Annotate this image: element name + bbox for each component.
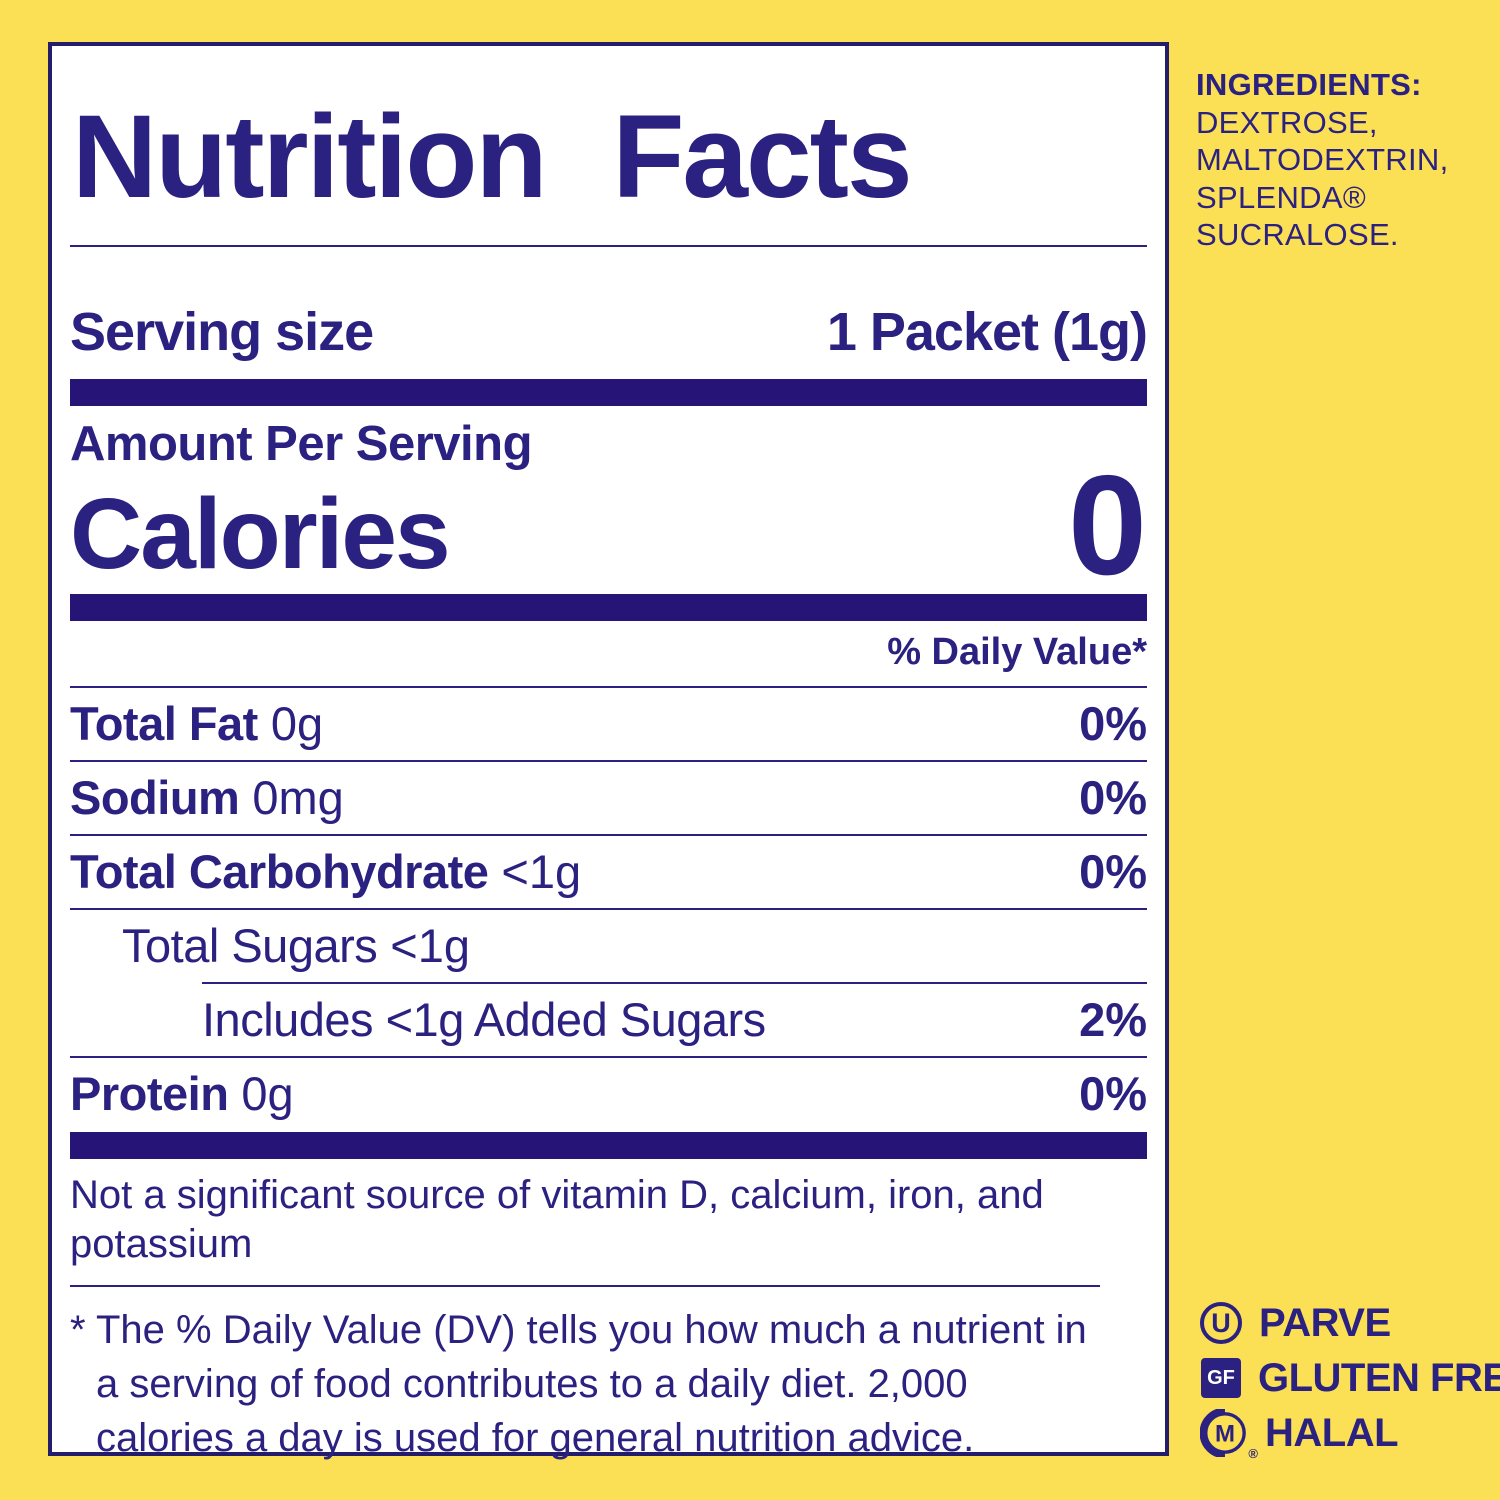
nutrition-facts-title: Nutrition Facts [72,91,913,223]
thick-divider-bar [70,378,1147,406]
nutrient-row-sodium: Sodium 0mg 0% [70,762,1147,837]
cert-label-halal: HALAL [1265,1410,1399,1455]
ingredient-item: MALTODEXTRIN, [1196,142,1449,177]
cert-label-gluten-free: GLUTEN FREE [1258,1355,1500,1400]
cert-row-gluten-free: GF GLUTEN FREE [1200,1355,1500,1401]
ingredients-heading: INGREDIENTS: [1196,67,1422,102]
certification-badges: U PARVE GF GLUTEN FREE M ® HALAL [1199,1300,1500,1465]
nutrient-name: Sodium [70,771,240,825]
nutrient-name: Total Carbohydrate [70,845,489,899]
nutrient-name: Includes <1g Added Sugars [202,993,766,1047]
nutrient-daily-value: 0% [1079,845,1147,899]
halal-crescent-m-icon: M ® [1199,1407,1258,1461]
nutrient-daily-value: 2% [1079,993,1147,1047]
nutrient-row-protein: Protein 0g 0% [70,1058,1147,1130]
calories-row: Calories 0 [70,445,1147,605]
ingredient-item: DEXTROSE, [1196,104,1378,140]
nutrient-amount: 0g [241,1067,294,1121]
gluten-free-icon: GF [1201,1358,1241,1398]
nutrient-row-total-sugars: Total Sugars <1g [70,910,1147,982]
thick-divider-bar [70,594,1147,622]
daily-value-header: % Daily Value* [70,631,1147,689]
ingredients-block: INGREDIENTS: DEXTROSE, MALTODEXTRIN, SPL… [1196,66,1496,254]
nutrient-amount: <1g [390,919,470,973]
daily-value-footnote: * The % Daily Value (DV) tells you how m… [70,1303,1147,1465]
nutrient-daily-value: 0% [1079,697,1147,751]
nutrient-name: Total Fat [70,697,258,751]
not-significant-note: Not a significant source of vitamin D, c… [70,1159,1100,1287]
serving-size-label: Serving size [70,301,374,362]
footnote-text: The % Daily Value (DV) tells you how muc… [96,1307,1087,1460]
nutrient-daily-value: 0% [1079,1067,1147,1121]
kosher-ou-icon: U [1200,1302,1242,1344]
calories-label: Calories [70,478,451,591]
calories-value: 0 [1068,445,1147,605]
nutrient-amount: 0mg [252,771,344,825]
footnote-asterisk: * [70,1307,86,1352]
amount-per-serving-label: Amount Per Serving [70,416,533,471]
thick-divider-bar [70,1132,1147,1160]
cert-row-halal: M ® HALAL [1199,1407,1500,1461]
partial-divider [202,982,1147,985]
svg-text:M: M [1215,1421,1235,1448]
registered-trademark-mark: ® [1248,1446,1258,1461]
nutrient-amount: 0g [270,697,324,751]
nutrient-row-total-carbohydrate: Total Carbohydrate <1g 0% [70,836,1147,911]
cert-label-parve: PARVE [1259,1300,1391,1345]
nutrition-facts-panel: Nutrition Facts Serving size 1 Packet (1… [48,42,1169,1460]
cert-row-parve: U PARVE [1200,1300,1500,1346]
ingredient-item: SUCRALOSE. [1196,217,1399,252]
nutrient-name: Total Sugars [122,919,378,973]
nutrient-amount: <1g [501,845,582,899]
serving-size-row: Serving size 1 Packet (1g) [70,301,1148,363]
nutrient-name: Protein [70,1067,229,1121]
title-divider [70,244,1147,247]
nutrient-row-total-fat: Total Fat 0g 0% [70,688,1147,763]
nutrient-daily-value: 0% [1079,771,1147,825]
nutrient-row-added-sugars: Includes <1g Added Sugars 2% [70,984,1147,1059]
ingredient-item: SPLENDA® [1196,179,1366,215]
serving-size-value: 1 Packet (1g) [826,301,1148,362]
